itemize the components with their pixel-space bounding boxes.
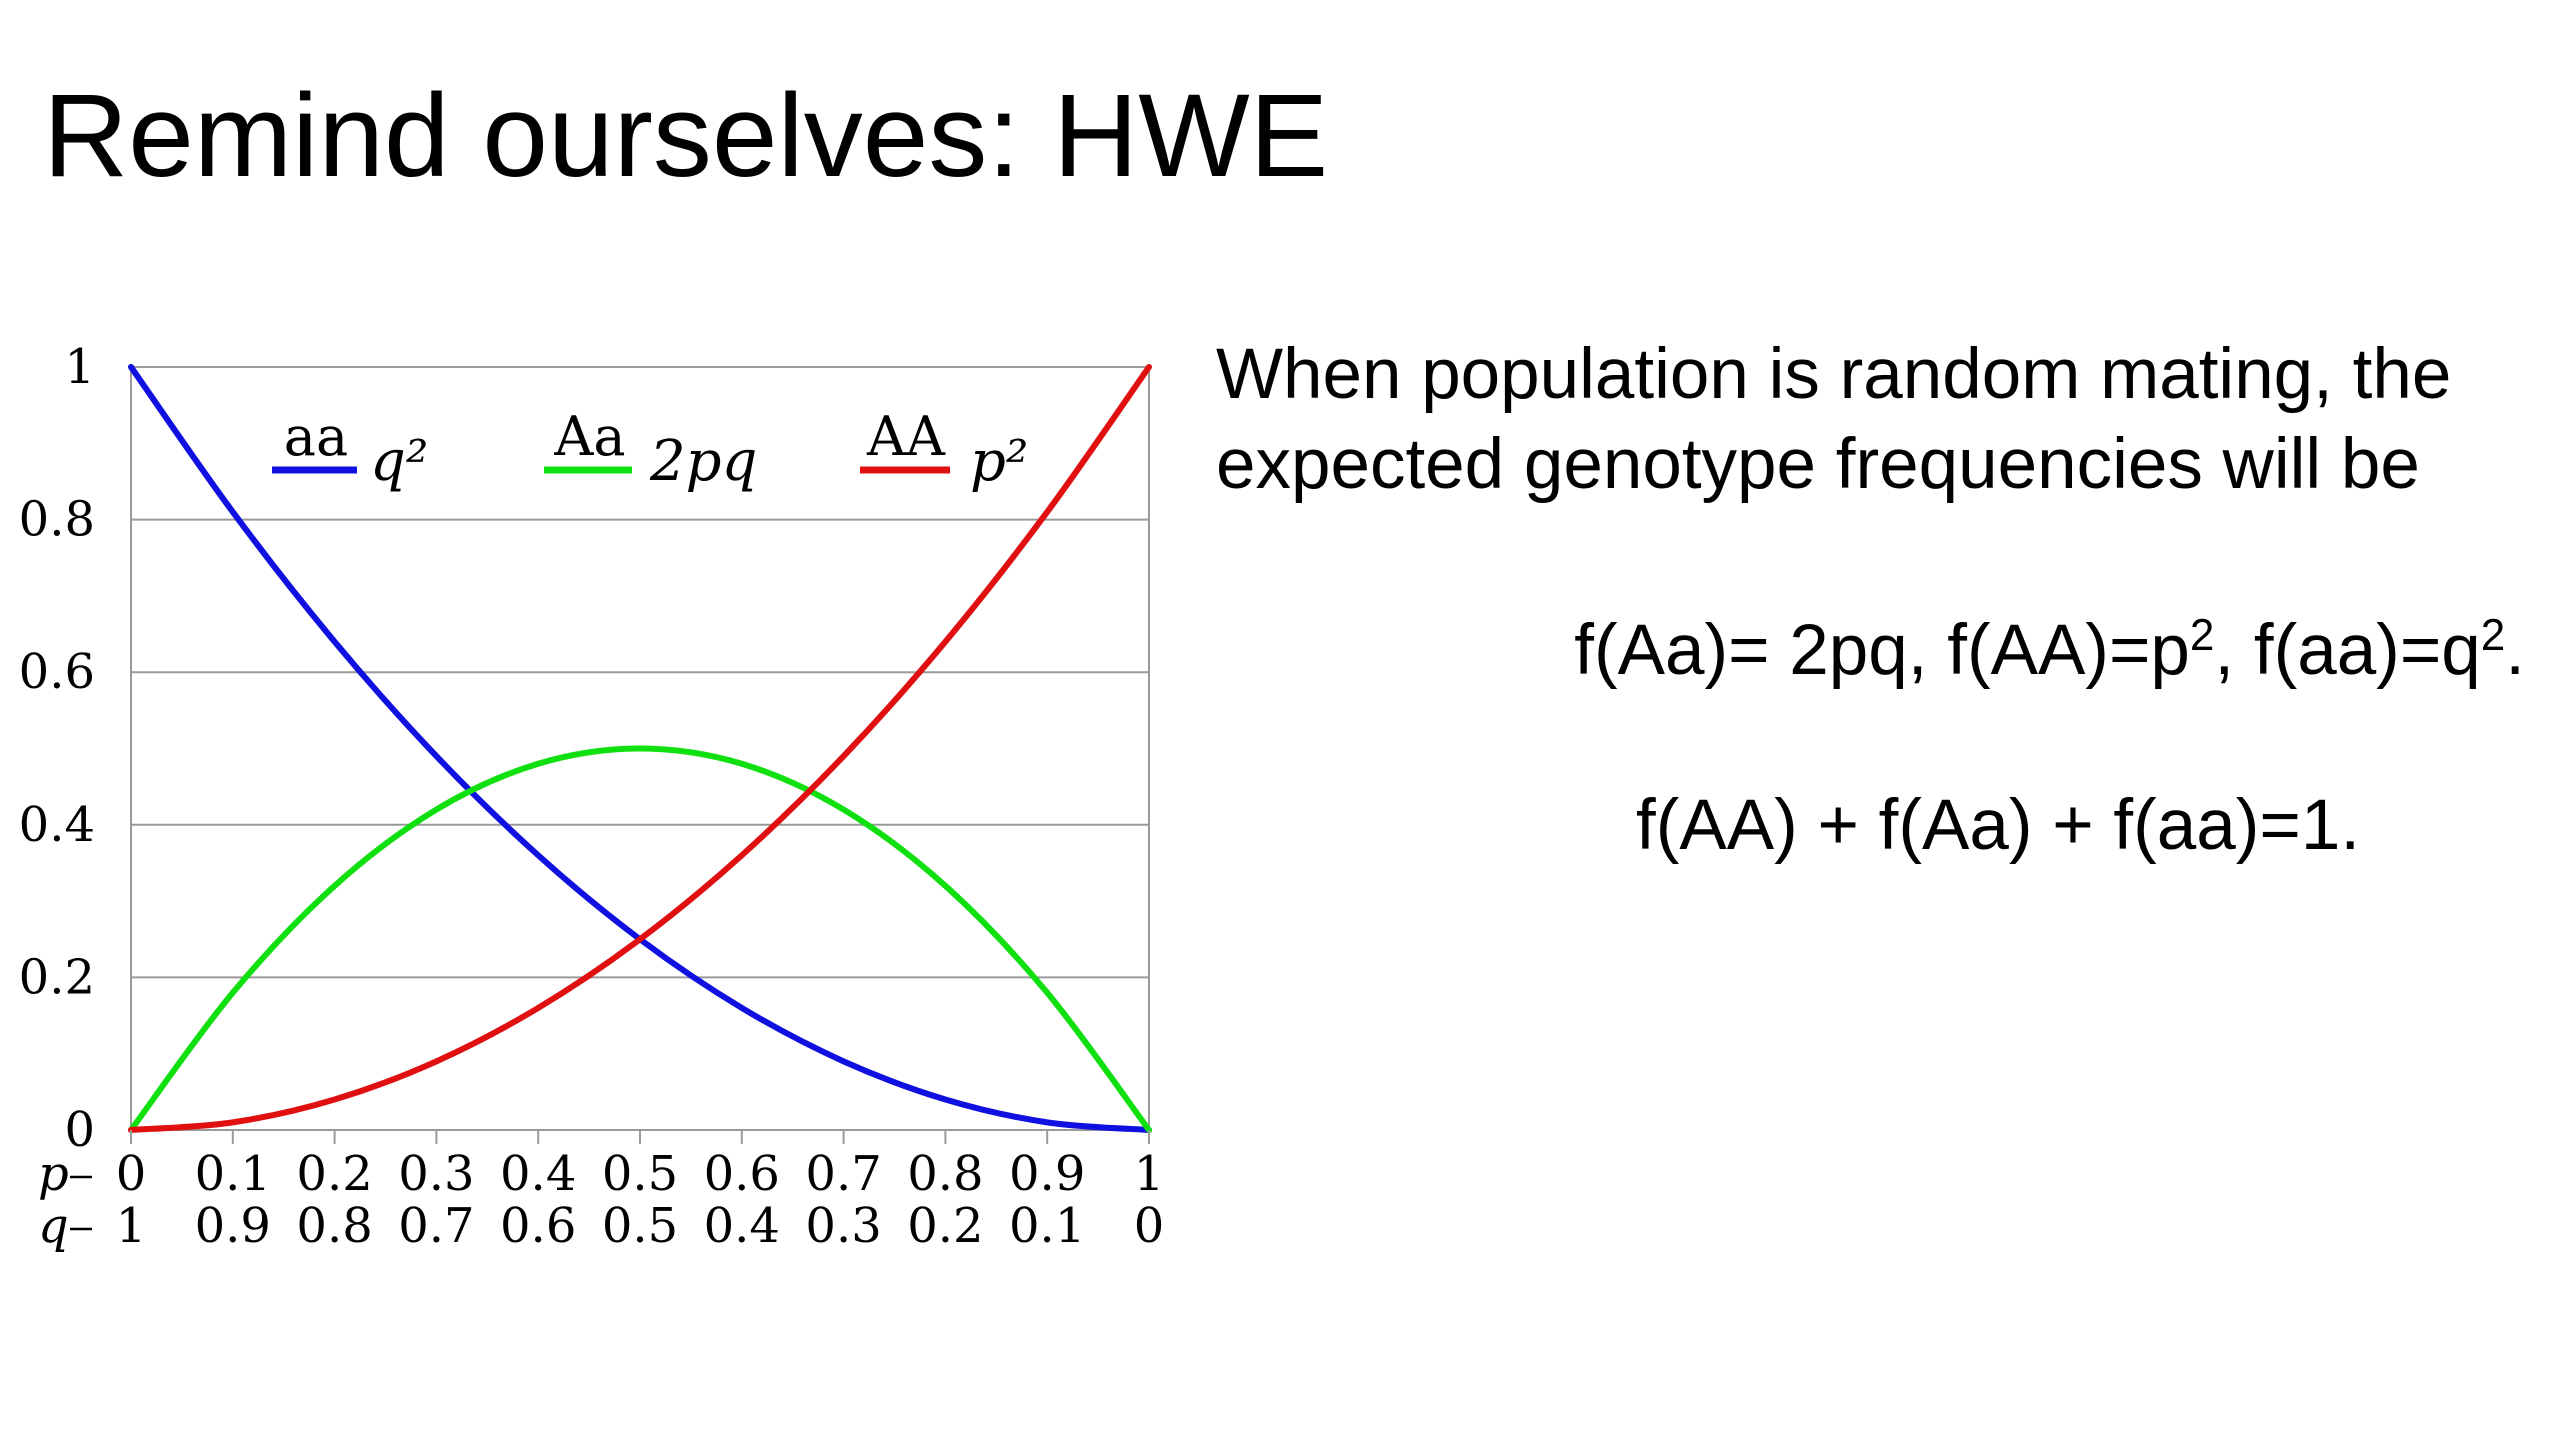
axis-layer: 00.20.40.60.81010.10.90.20.80.30.70.40.6… <box>19 339 1165 1254</box>
p-tick-label: 0.9 <box>1009 1146 1085 1202</box>
p-tick-label: 0.3 <box>398 1146 474 1202</box>
formula-part-3: . <box>2505 611 2525 690</box>
q-tick-label: 0.2 <box>907 1198 983 1254</box>
q-tick-label: 0.5 <box>602 1198 678 1254</box>
p-tick-label: 0.4 <box>500 1146 576 1202</box>
y-tick-label: 0.6 <box>19 644 95 700</box>
p-tick-label: 1 <box>1134 1146 1165 1202</box>
legend-label-aa: Aa <box>553 405 625 468</box>
y-tick-label: 0 <box>64 1102 95 1158</box>
p-tick-label: 0.5 <box>602 1146 678 1202</box>
q-tick-label: 0.3 <box>805 1198 881 1254</box>
explanation-text: When population is random mating, the ex… <box>1216 335 2452 504</box>
legend-layer: aa q² Aa 2pq AA p² <box>272 405 1028 494</box>
legend-formula-aa: p² <box>970 429 1028 494</box>
legend-label-aa: AA <box>866 405 946 468</box>
formula-part-1: f(Aa)= 2pq, f(AA)=p <box>1574 611 2190 690</box>
frequency-sum-formula: f(AA) + f(Aa) + f(aa)=1. <box>1636 786 2361 865</box>
p-tick-label: 0.7 <box>805 1146 881 1202</box>
genotype-frequency-formula: f(Aa)= 2pq, f(AA)=p2, f(aa)=q2. <box>1574 610 2525 691</box>
q-tick-label: 0.7 <box>398 1198 474 1254</box>
y-tick-label: 1 <box>64 339 95 395</box>
p-tick-label: 0.6 <box>704 1146 780 1202</box>
hwe-chart: 00.20.40.60.81010.10.90.20.80.30.70.40.6… <box>19 339 1165 1254</box>
q-tick-label: 0.6 <box>500 1198 576 1254</box>
y-tick-label: 0.2 <box>19 949 95 1005</box>
q-axis-label: q <box>38 1198 69 1254</box>
series-line-aa-heterozygous <box>128 745 1152 1133</box>
legend-formula-aa: q² <box>370 429 428 494</box>
q-tick-label: 0.8 <box>296 1198 372 1254</box>
q-tick-label: 0 <box>1134 1198 1165 1254</box>
series-line-aa-homozygous-recessive <box>128 364 1152 1133</box>
p-tick-label: 0.2 <box>296 1146 372 1202</box>
q-tick-label: 0.9 <box>195 1198 271 1254</box>
formula-superscript-1: 2 <box>2189 610 2215 660</box>
p-tick-label: 0 <box>116 1146 147 1202</box>
series-line-aa-homozygous-dominant <box>128 364 1152 1133</box>
formula-superscript-2: 2 <box>2480 610 2506 660</box>
q-tick-label: 1 <box>116 1198 147 1254</box>
legend-label-aa: aa <box>284 405 348 468</box>
q-tick-label: 0.1 <box>1009 1198 1085 1254</box>
slide-title: Remind ourselves: HWE <box>43 70 1329 202</box>
formula-part-2: , f(aa)=q <box>2214 611 2481 690</box>
p-axis-label: p <box>38 1146 69 1202</box>
series-layer <box>128 364 1152 1133</box>
p-tick-label: 0.1 <box>195 1146 271 1202</box>
q-tick-label: 0.4 <box>704 1198 780 1254</box>
p-tick-label: 0.8 <box>907 1146 983 1202</box>
legend-formula-aa: 2pq <box>649 429 757 494</box>
y-tick-label: 0.4 <box>19 797 95 853</box>
y-tick-label: 0.8 <box>19 492 95 548</box>
